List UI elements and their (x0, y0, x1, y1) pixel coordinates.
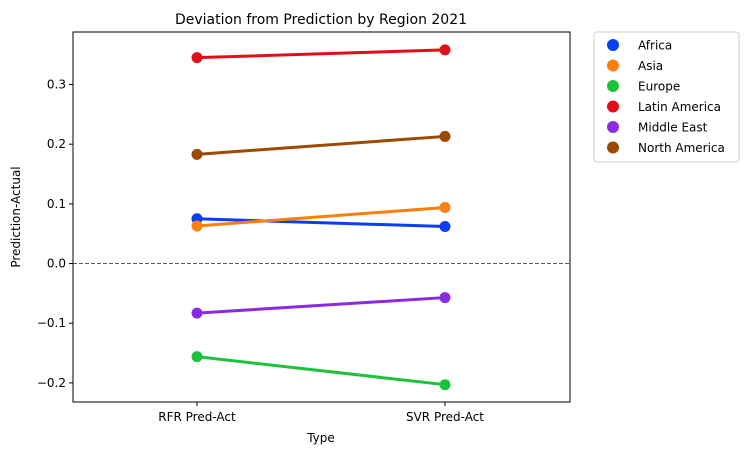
data-point-middle-east (439, 292, 451, 304)
x-tick-label: SVR Pred-Act (406, 410, 484, 424)
chart-title: Deviation from Prediction by Region 2021 (175, 12, 467, 28)
data-point-latin-america (439, 44, 451, 56)
legend-label-asia: Asia (638, 59, 663, 73)
data-point-asia (439, 201, 451, 213)
x-axis-ticks: RFR Pred-Act SVR Pred-Act (158, 402, 484, 424)
legend-marker-asia (607, 59, 619, 72)
series-asia (191, 201, 451, 232)
data-point-north-america (191, 148, 203, 160)
legend: Africa Asia Europe Latin America Middle East… (593, 31, 740, 163)
data-point-africa (439, 221, 451, 233)
series-europe (191, 351, 451, 391)
series-latin-america (191, 44, 451, 64)
legend-label-latin-america: Latin America (638, 100, 721, 114)
legend-marker-europe (607, 80, 619, 92)
legend-marker-latin-america (607, 100, 619, 113)
series-north-america (191, 130, 451, 160)
data-point-north-america (439, 130, 451, 142)
series-line-asia (195, 205, 447, 228)
legend-marker-north-america (607, 141, 619, 154)
y-tick-label: 0.2 (47, 137, 66, 151)
data-point-europe (439, 379, 451, 391)
data-point-asia (191, 220, 203, 232)
legend-label-africa: Africa (638, 39, 672, 53)
series-line-middle-east (195, 296, 447, 315)
data-point-middle-east (191, 307, 203, 319)
plot-area (72, 31, 571, 403)
y-tick-label: −0.2 (37, 376, 66, 390)
series-line-latin-america (195, 48, 447, 60)
x-tick-label: RFR Pred-Act (158, 410, 236, 424)
series-line-north-america (195, 134, 447, 156)
series-middle-east (191, 292, 451, 319)
y-tick-label: 0.1 (47, 197, 66, 211)
series-layer (191, 44, 451, 391)
legend-marker-middle-east (607, 121, 619, 133)
y-axis-ticks: −0.2 −0.1 0.0 0.1 0.2 0.3 (37, 78, 73, 390)
legend-label-north-america: North America (638, 141, 725, 155)
data-point-latin-america (191, 52, 203, 64)
legend-label-europe: Europe (638, 80, 680, 94)
y-tick-label: 0.0 (47, 257, 66, 271)
series-line-europe (195, 355, 447, 387)
x-axis-label: Type (306, 431, 335, 445)
y-tick-label: −0.1 (37, 316, 66, 330)
y-axis-label: Prediction-Actual (9, 166, 23, 267)
legend-frame (593, 31, 740, 163)
legend-marker-africa (607, 39, 619, 51)
legend-items: Africa Asia Europe Latin America Middle East… (607, 39, 725, 155)
y-tick-label: 0.3 (47, 78, 66, 92)
data-point-europe (191, 351, 203, 363)
series-line-africa (195, 217, 447, 229)
legend-label-middle-east: Middle East (638, 121, 708, 135)
